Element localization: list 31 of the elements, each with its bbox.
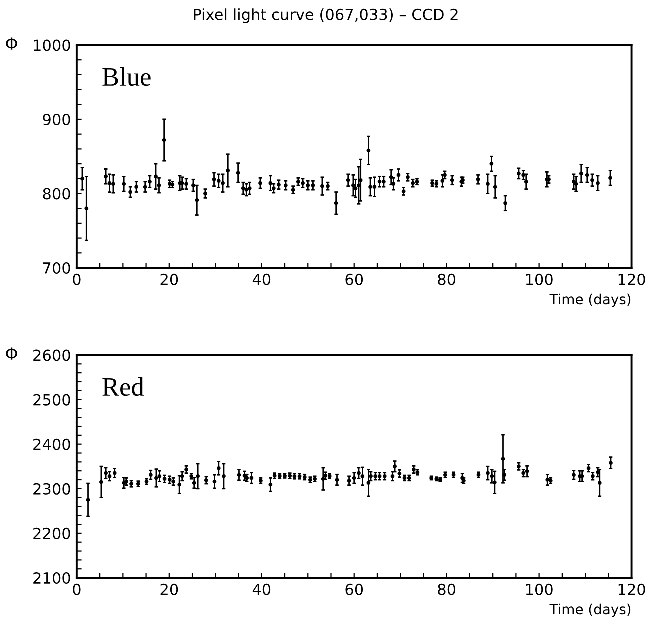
x-tick-label: 0	[73, 584, 81, 596]
y-tick-label: 2500	[34, 394, 70, 406]
x-tick-label: 20	[160, 274, 178, 286]
x-tick-label: 100	[526, 274, 553, 286]
y-tick-label: 2100	[34, 572, 70, 584]
annotation: Red	[102, 378, 144, 396]
x-tick-label: 40	[252, 274, 271, 286]
x-tick-label: 40	[252, 584, 271, 596]
x-tick-label: 120	[618, 584, 646, 596]
x-tick-label: 60	[346, 274, 364, 286]
chart-title: Pixel light curve (067,033) – CCD 2	[194, 8, 458, 24]
x-tick-label: 120	[618, 274, 646, 286]
y-axis-title: Φ	[6, 348, 18, 360]
y-tick-label: 700	[43, 262, 70, 274]
x-tick-label: 0	[73, 274, 81, 286]
y-axis-title: Φ	[6, 38, 18, 50]
x-tick-label: 80	[438, 274, 456, 286]
x-axis-title: Time (days)	[550, 294, 631, 308]
y-tick-label: 2300	[34, 483, 70, 495]
y-tick-label: 800	[43, 188, 70, 200]
x-tick-label: 20	[160, 584, 178, 596]
y-tick-label: 900	[43, 114, 70, 126]
y-tick-label: 2400	[34, 438, 70, 450]
y-tick-label: 2200	[34, 528, 70, 540]
x-axis-title: Time (days)	[550, 604, 631, 618]
y-tick-label: 2600	[34, 350, 70, 362]
y-tick-label: 1000	[34, 40, 70, 52]
annotation: Blue	[102, 68, 151, 86]
x-tick-label: 80	[438, 584, 456, 596]
x-tick-label: 60	[346, 584, 364, 596]
x-tick-label: 100	[526, 584, 553, 596]
